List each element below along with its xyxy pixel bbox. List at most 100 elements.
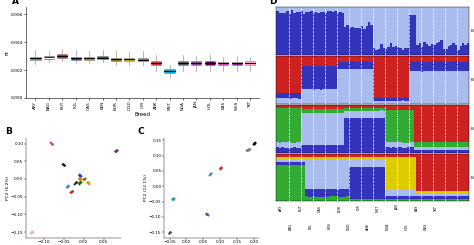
Bar [124, 58, 135, 61]
Bar [397, 7, 400, 47]
Bar [428, 46, 431, 55]
Text: D: D [269, 0, 276, 6]
Bar [365, 56, 368, 61]
Bar [354, 105, 356, 108]
Point [244, 147, 252, 151]
Point [27, 231, 34, 235]
Bar [460, 61, 462, 71]
Text: BOR: BOR [337, 205, 341, 212]
Bar [387, 196, 390, 199]
Bar [385, 7, 387, 49]
Bar [301, 11, 303, 55]
Point [47, 141, 55, 145]
Bar [402, 143, 404, 147]
Bar [402, 105, 404, 110]
Bar [375, 7, 378, 50]
Bar [465, 196, 467, 199]
Bar [409, 189, 411, 196]
Bar [373, 111, 375, 118]
Point [75, 172, 82, 176]
Bar [342, 7, 344, 13]
Bar [303, 14, 305, 55]
Point [165, 231, 173, 234]
Bar [325, 154, 327, 157]
Bar [363, 159, 365, 167]
Bar [387, 105, 390, 110]
Bar [365, 61, 368, 69]
Bar [318, 7, 320, 13]
Bar [423, 191, 426, 193]
Bar [443, 142, 445, 147]
Point [166, 230, 173, 234]
Bar [334, 89, 337, 104]
Bar [354, 111, 356, 118]
Bar [371, 199, 373, 201]
Bar [322, 145, 325, 153]
Point [206, 172, 214, 176]
Bar [318, 154, 320, 157]
Point [76, 173, 83, 177]
Bar [443, 71, 445, 104]
Bar [296, 147, 298, 153]
Bar [320, 196, 322, 201]
Bar [351, 105, 354, 108]
Point [206, 173, 213, 177]
Bar [339, 7, 342, 12]
Bar [337, 61, 339, 69]
Point [28, 230, 36, 234]
Bar [339, 62, 342, 69]
Bar [462, 71, 465, 104]
Bar [325, 159, 327, 189]
Bar [286, 108, 289, 142]
Bar [279, 56, 281, 93]
Point [111, 149, 119, 153]
Bar [303, 89, 305, 104]
Bar [409, 110, 411, 142]
Bar [289, 165, 291, 201]
Bar [354, 199, 356, 201]
Bar [332, 157, 334, 159]
Text: K=5: K=5 [470, 176, 474, 180]
Bar [346, 154, 349, 157]
Bar [284, 159, 286, 162]
Point [73, 180, 80, 184]
Bar [313, 159, 315, 189]
Bar [433, 71, 436, 104]
Bar [375, 111, 378, 118]
Bar [423, 42, 426, 55]
Bar [431, 199, 433, 201]
Bar [375, 98, 378, 101]
Bar [281, 154, 284, 157]
Bar [279, 108, 281, 143]
Bar [327, 11, 329, 55]
Bar [322, 109, 325, 113]
Bar [462, 56, 465, 61]
Bar [447, 191, 450, 193]
Bar [455, 147, 457, 150]
Bar [455, 191, 457, 193]
Bar [284, 93, 286, 98]
Bar [378, 49, 380, 55]
Bar [327, 56, 329, 66]
Bar [443, 150, 445, 153]
Bar [426, 61, 428, 71]
Bar [296, 154, 298, 157]
Point [84, 181, 92, 185]
Bar [329, 56, 332, 66]
Bar [346, 56, 349, 62]
Bar [467, 43, 469, 55]
Bar [409, 154, 411, 157]
Bar [291, 93, 293, 98]
Bar [303, 113, 305, 145]
Bar [373, 48, 375, 55]
Bar [354, 157, 356, 159]
Bar [346, 25, 349, 55]
Bar [344, 56, 346, 62]
Bar [291, 143, 293, 148]
Point [81, 176, 88, 180]
Bar [368, 22, 371, 55]
Bar [322, 196, 325, 201]
Bar [431, 56, 433, 61]
Bar [452, 196, 455, 199]
Bar [289, 14, 291, 55]
